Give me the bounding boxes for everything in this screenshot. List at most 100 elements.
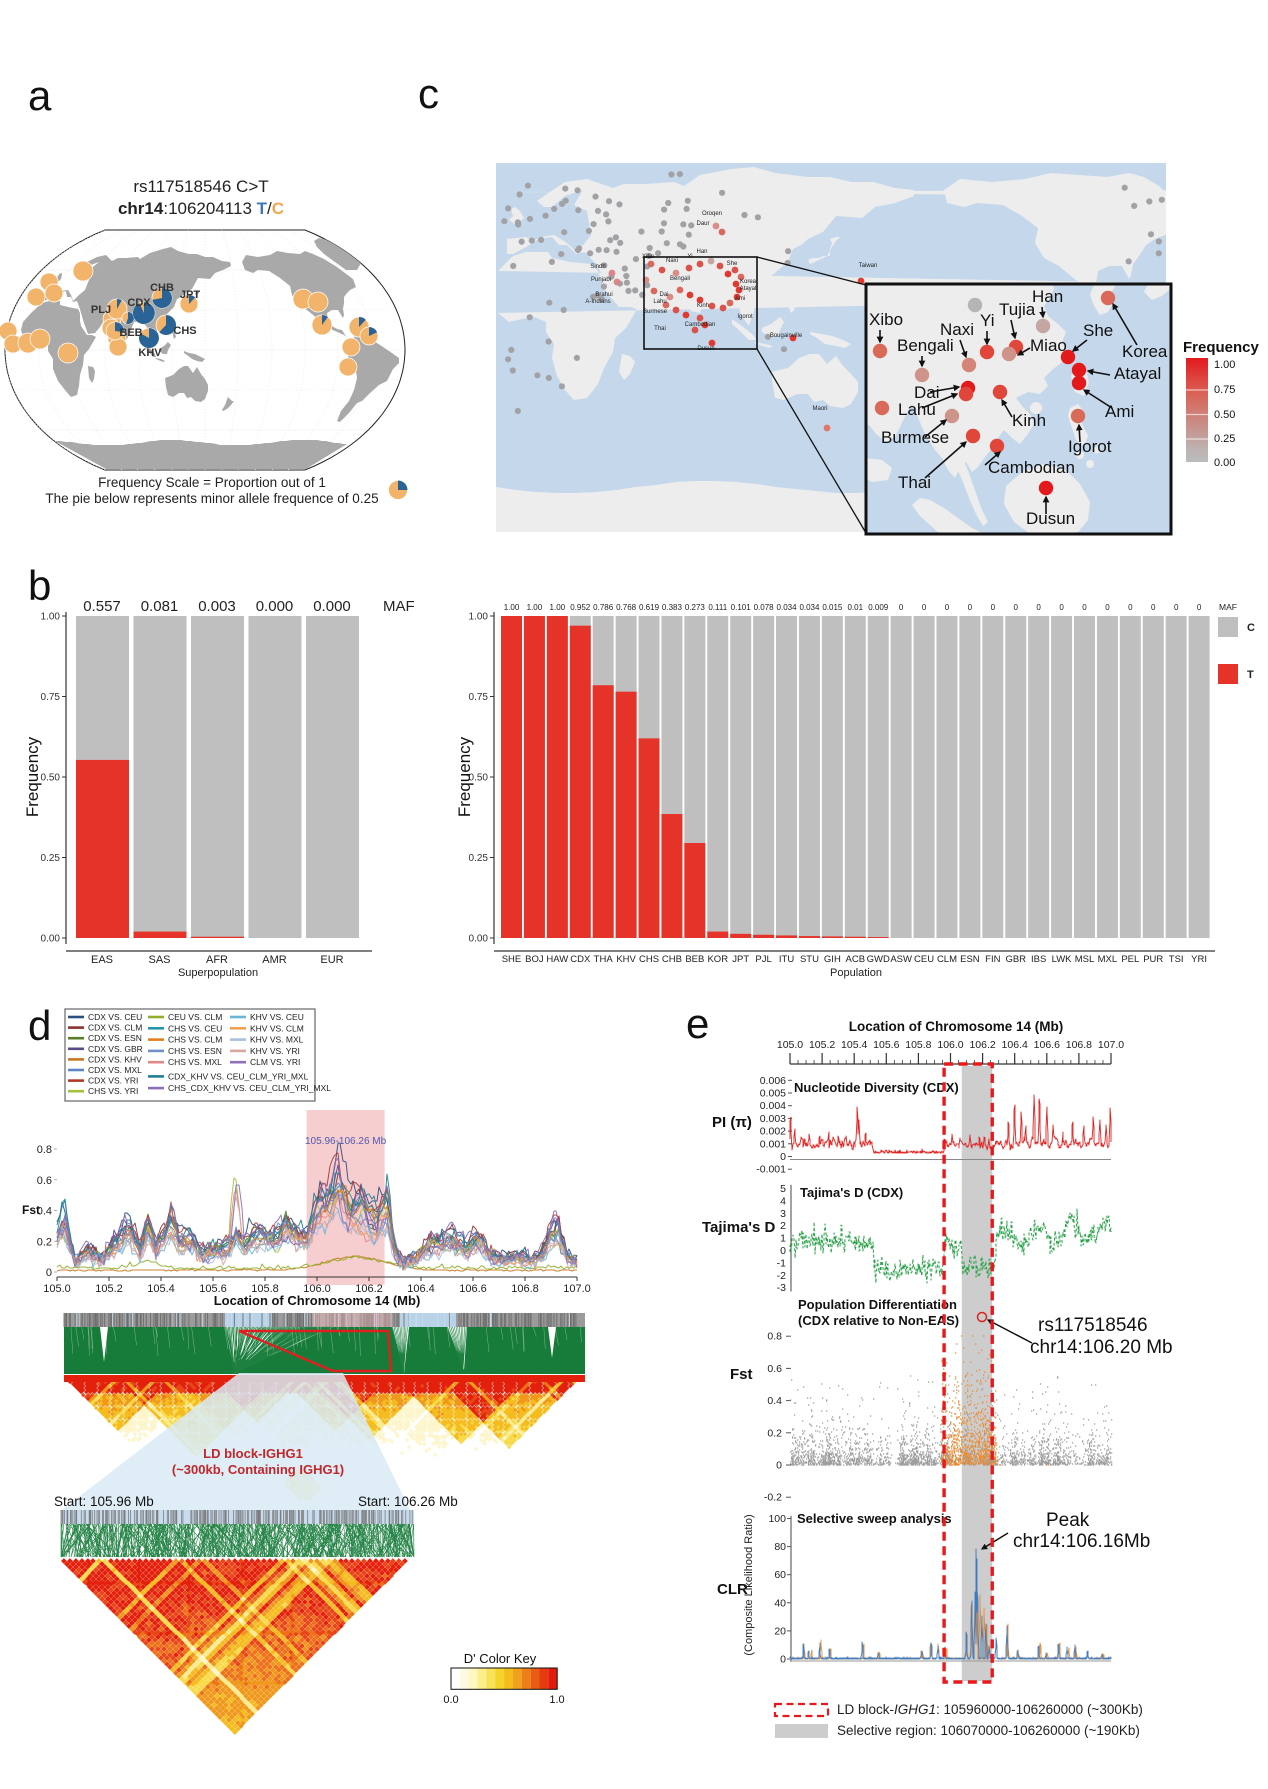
svg-text:0: 0 [899,603,904,612]
svg-text:IBS: IBS [1031,954,1046,965]
svg-text:Fst: Fst [730,1366,753,1383]
svg-text:0.003: 0.003 [760,1113,786,1125]
svg-text:-0.001: -0.001 [756,1164,786,1176]
svg-text:D' Color Key: D' Color Key [464,1651,537,1666]
svg-text:106.6: 106.6 [459,1283,487,1295]
svg-text:Sindh: Sindh [590,264,605,270]
svg-text:CHS VS. MXL: CHS VS. MXL [168,1057,222,1067]
svg-text:0.078: 0.078 [754,603,775,612]
svg-text:ASW: ASW [890,954,912,965]
svg-text:CHS: CHS [639,954,659,965]
svg-text:CLM VS. YRI: CLM VS. YRI [250,1057,300,1067]
svg-text:A-Indians: A-Indians [585,299,610,305]
svg-text:0: 0 [1197,603,1202,612]
svg-text:105.4: 105.4 [841,1039,867,1051]
svg-text:20: 20 [774,1625,786,1637]
svg-text:0.001: 0.001 [760,1138,786,1150]
svg-text:1.00: 1.00 [41,612,61,623]
svg-text:Tajima's D (CDX): Tajima's D (CDX) [800,1185,903,1200]
svg-text:0.952: 0.952 [570,603,591,612]
svg-text:LD block-IGHG1: LD block-IGHG1 [203,1446,303,1461]
svg-text:0.000: 0.000 [256,598,294,615]
svg-text:BEB: BEB [685,954,704,965]
svg-text:0: 0 [1174,603,1179,612]
svg-text:b: b [28,562,51,609]
svg-text:1.0: 1.0 [549,1694,564,1706]
svg-text:Punjabi: Punjabi [591,277,611,283]
svg-text:MAF: MAF [1219,602,1237,612]
svg-text:106.4: 106.4 [1002,1039,1028,1051]
svg-text:CHS VS. CLM: CHS VS. CLM [168,1035,222,1045]
svg-text:0.75: 0.75 [41,692,61,703]
svg-text:CHS VS. YRI: CHS VS. YRI [88,1086,138,1096]
svg-text:105.6: 105.6 [873,1039,899,1051]
svg-text:Atayal: Atayal [740,286,757,292]
svg-text:Lahu: Lahu [898,400,936,419]
svg-text:0: 0 [991,603,996,612]
svg-text:0.002: 0.002 [760,1126,786,1138]
svg-text:Frequency Scale = Proportion o: Frequency Scale = Proportion out of 1 [98,475,326,490]
svg-text:KHV VS. CEU: KHV VS. CEU [250,1012,304,1022]
svg-text:TSI: TSI [1169,954,1184,965]
svg-text:a: a [28,72,52,119]
svg-text:Xibo: Xibo [869,310,903,329]
svg-text:Population: Population [830,967,882,979]
svg-text:106.2: 106.2 [355,1283,383,1295]
svg-text:PEL: PEL [1121,954,1139,965]
svg-text:Kinh: Kinh [697,303,709,309]
svg-text:Cambodian: Cambodian [685,322,716,328]
svg-text:0.000: 0.000 [313,598,351,615]
svg-text:Superpopulation: Superpopulation [178,967,258,979]
svg-text:0.25: 0.25 [1214,433,1235,445]
svg-text:THA: THA [594,954,614,965]
svg-text:107.0: 107.0 [563,1283,591,1295]
svg-text:107.0: 107.0 [1098,1039,1124,1051]
svg-text:0: 0 [780,1654,786,1666]
svg-text:-2: -2 [777,1270,786,1282]
svg-text:CDX VS. YRI: CDX VS. YRI [88,1076,138,1086]
svg-text:PJL: PJL [755,954,771,965]
svg-text:Cambodian: Cambodian [988,458,1075,477]
svg-text:Bougainville: Bougainville [770,333,803,339]
svg-text:Han: Han [1032,287,1063,306]
svg-text:Kinh: Kinh [1012,411,1046,430]
svg-text:0.034: 0.034 [799,603,820,612]
svg-text:0.619: 0.619 [639,603,660,612]
svg-text:Korea: Korea [740,279,757,285]
svg-text:105.8: 105.8 [905,1039,931,1051]
svg-text:60: 60 [774,1569,786,1581]
svg-text:Dai: Dai [914,383,940,402]
svg-text:PI (π): PI (π) [712,1114,752,1131]
svg-text:0: 0 [945,603,950,612]
svg-text:CEU VS. CLM: CEU VS. CLM [168,1012,222,1022]
svg-text:105.96-106.26 Mb: 105.96-106.26 Mb [305,1136,387,1147]
svg-text:CHS VS. CEU: CHS VS. CEU [168,1023,222,1033]
svg-text:CLM: CLM [937,954,957,965]
svg-text:105.2: 105.2 [95,1283,123,1295]
svg-text:FIN: FIN [985,954,1000,965]
svg-text:MSL: MSL [1075,954,1095,965]
svg-text:Peak: Peak [1046,1510,1090,1531]
svg-text:T: T [1247,669,1254,681]
svg-text:0.8: 0.8 [767,1331,782,1343]
svg-text:0.006: 0.006 [760,1075,786,1087]
svg-text:KHV: KHV [138,347,162,359]
svg-text:Igorot: Igorot [1068,437,1112,456]
svg-text:105.8: 105.8 [251,1283,279,1295]
svg-text:HAW: HAW [546,954,568,965]
svg-text:CLR: CLR [717,1581,748,1598]
svg-text:1.00: 1.00 [1214,359,1235,371]
svg-text:Tajima's D: Tajima's D [702,1219,775,1236]
svg-text:Nucleotide Diversity (CDX): Nucleotide Diversity (CDX) [794,1080,959,1095]
svg-text:BEB: BEB [119,327,142,339]
svg-text:Dai: Dai [659,292,668,298]
svg-text:Fst: Fst [22,1203,40,1217]
svg-text:0.6: 0.6 [37,1175,52,1187]
svg-text:1.00: 1.00 [550,603,566,612]
svg-text:100: 100 [768,1513,786,1525]
svg-text:0.50: 0.50 [469,773,489,784]
svg-text:She: She [727,261,738,267]
svg-text:Atayal: Atayal [1114,364,1161,383]
svg-text:Bengali: Bengali [670,276,690,282]
svg-text:CDX VS. GBR: CDX VS. GBR [88,1044,143,1054]
